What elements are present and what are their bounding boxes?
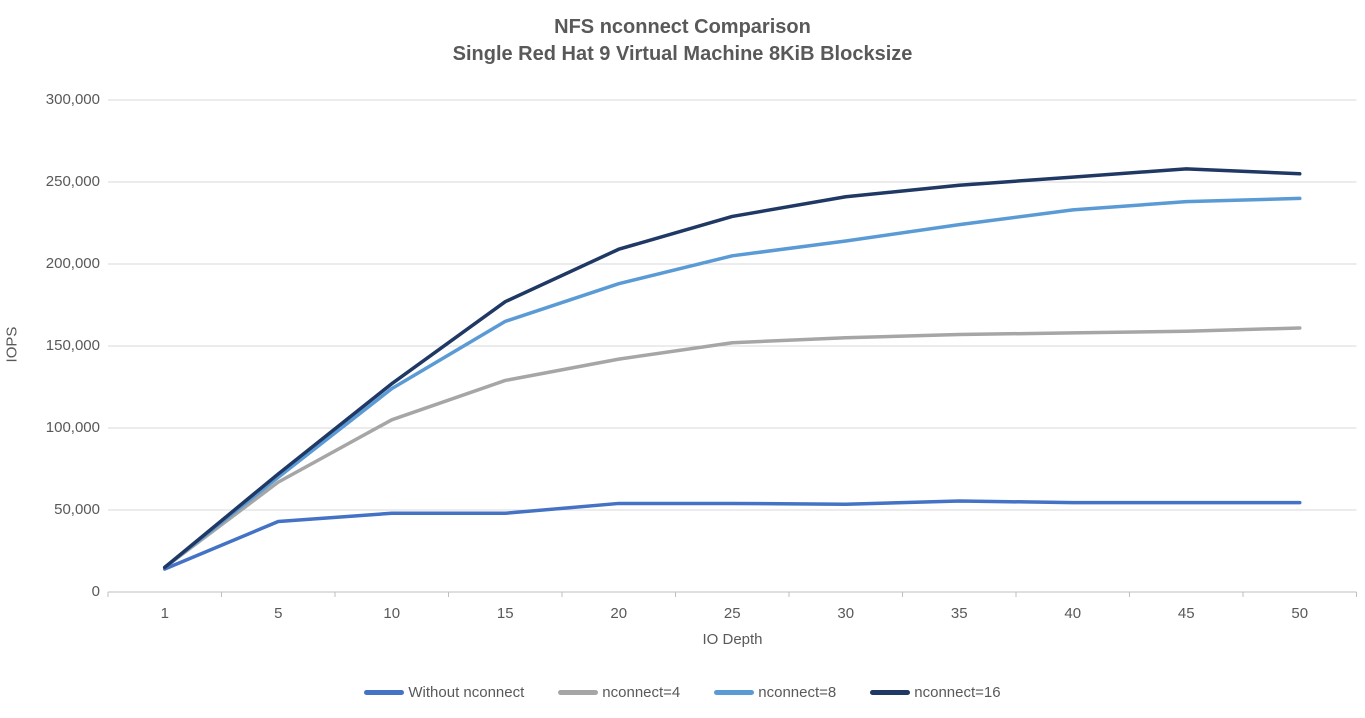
legend-item-nconnect-4: nconnect=4 — [558, 684, 680, 701]
x-axis-title: IO Depth — [702, 631, 763, 648]
y-tick-label: 250,000 — [45, 173, 100, 190]
x-tick-label: 10 — [383, 605, 401, 622]
series-line-without-nconnect — [163, 499, 1302, 571]
x-tick-label: 25 — [723, 605, 741, 622]
x-tick-label: 35 — [950, 605, 968, 622]
series-line-nconnect-8 — [163, 196, 1302, 570]
legend-label: nconnect=4 — [602, 684, 681, 701]
legend-item-nconnect-8: nconnect=8 — [714, 684, 836, 701]
y-tick-label: 0 — [91, 583, 100, 600]
y-tick-label: 100,000 — [45, 419, 100, 436]
x-tick-label: 50 — [1291, 605, 1309, 622]
x-tick-label: 45 — [1177, 605, 1195, 622]
y-tick-label: 150,000 — [45, 337, 100, 354]
legend-line-marker — [364, 690, 405, 695]
x-tick-label: 5 — [274, 605, 283, 622]
series-line-nconnect-4 — [163, 326, 1302, 570]
x-tick-label: 20 — [610, 605, 628, 622]
chart-title-line2: Single Red Hat 9 Virtual Machine 8KiB Bl… — [452, 43, 913, 65]
legend-item-nconnect-16: nconnect=16 — [870, 684, 1001, 701]
chart-title-line1: NFS nconnect Comparison — [554, 16, 811, 38]
legend-label: nconnect=16 — [914, 684, 1001, 701]
y-tick-label: 200,000 — [45, 255, 100, 272]
x-tick-label: 40 — [1064, 605, 1082, 622]
x-tick-label: 15 — [496, 605, 514, 622]
legend-label: nconnect=8 — [758, 684, 837, 701]
y-tick-label: 300,000 — [45, 91, 100, 108]
legend: Without nconnect nconnect=4 nconnect=8 ncon… — [0, 684, 1365, 701]
legend-line-marker — [870, 690, 911, 695]
chart-title: NFS nconnect Comparison Single Red Hat 9… — [0, 14, 1365, 68]
legend-line-marker — [714, 690, 755, 695]
y-tick-label: 50,000 — [54, 501, 100, 518]
x-tick-label: 30 — [837, 605, 855, 622]
legend-item-without-nconnect: Without nconnect — [364, 684, 524, 701]
y-axis-title: IOPS — [3, 326, 21, 363]
series-line-nconnect-16 — [163, 167, 1302, 570]
legend-label: Without nconnect — [408, 684, 525, 701]
x-tick-label: 1 — [160, 605, 169, 622]
legend-line-marker — [558, 690, 599, 695]
